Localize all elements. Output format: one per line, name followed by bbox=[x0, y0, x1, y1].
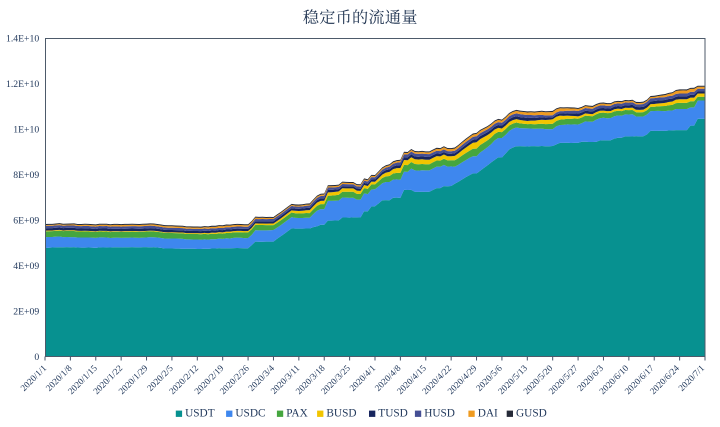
svg-text:GUSD: GUSD bbox=[516, 408, 547, 420]
svg-text:1E+10: 1E+10 bbox=[13, 125, 39, 136]
svg-text:USDT: USDT bbox=[185, 408, 215, 420]
svg-text:HUSD: HUSD bbox=[424, 408, 455, 420]
svg-text:0: 0 bbox=[34, 352, 39, 363]
svg-text:2E+09: 2E+09 bbox=[13, 307, 39, 318]
svg-text:USDC: USDC bbox=[235, 408, 265, 420]
svg-text:1.4E+10: 1.4E+10 bbox=[6, 34, 39, 45]
svg-text:8E+09: 8E+09 bbox=[13, 170, 39, 181]
svg-text:1.2E+10: 1.2E+10 bbox=[6, 79, 39, 90]
svg-text:DAI: DAI bbox=[478, 408, 498, 420]
svg-text:BUSD: BUSD bbox=[326, 408, 356, 420]
svg-text:6E+09: 6E+09 bbox=[13, 216, 39, 227]
svg-text:TUSD: TUSD bbox=[378, 408, 408, 420]
svg-text:PAX: PAX bbox=[286, 408, 308, 420]
svg-text:4E+09: 4E+09 bbox=[13, 261, 39, 272]
